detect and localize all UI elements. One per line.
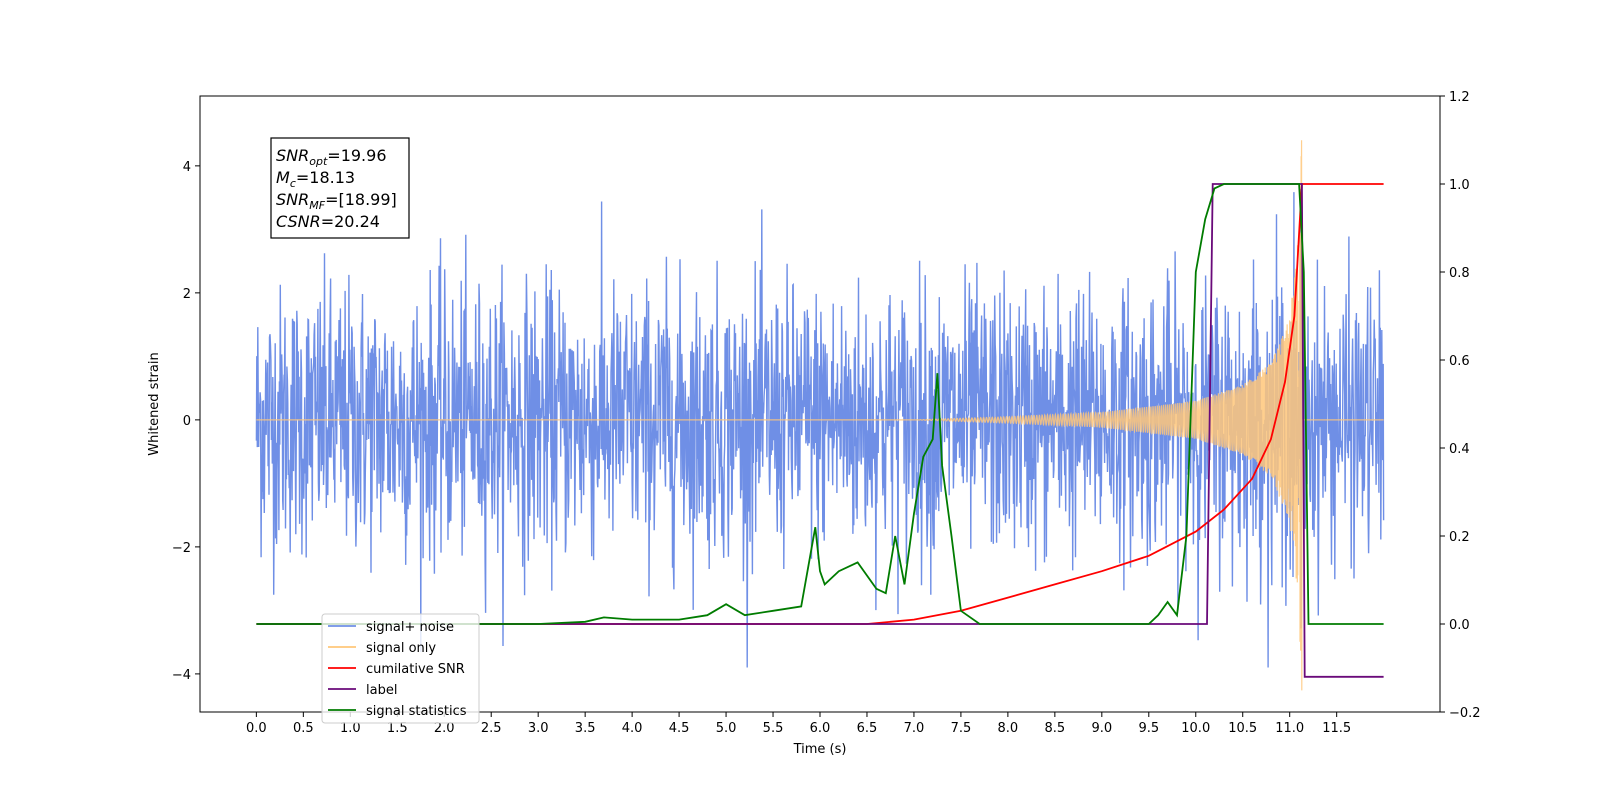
x-tick-label: 8.5 [1045, 721, 1066, 736]
x-tick-label: 6.5 [857, 721, 878, 736]
y-right-tick-label: 0.2 [1449, 530, 1470, 545]
x-tick-label: 5.0 [716, 721, 737, 736]
x-tick-label: 3.5 [575, 721, 596, 736]
legend: signal+ noise signal only cumilative SNR la… [321, 613, 480, 724]
plot-layer [255, 140, 1385, 691]
x-tick-label: 3.0 [528, 721, 549, 736]
x-tick-label: 1.0 [340, 721, 361, 736]
x-tick-label: 9.0 [1091, 721, 1112, 736]
legend-label: signal statistics [366, 704, 467, 719]
y-axis-label-left: Whitened strain [147, 352, 162, 455]
y-left-tick-label: 0 [183, 414, 191, 429]
x-tick-label: 1.5 [387, 721, 408, 736]
annotation-value: =[18.99] [325, 190, 397, 209]
annotation-value: =18.13 [296, 168, 355, 187]
x-tick-label: 2.0 [434, 721, 455, 736]
x-tick-label: 11.5 [1322, 721, 1351, 736]
annotation-subscript: opt [309, 155, 328, 168]
x-tick-label: 5.5 [763, 721, 784, 736]
x-tick-label: 7.5 [951, 721, 972, 736]
annotation-frame [270, 137, 410, 239]
x-tick-label: 0.5 [293, 721, 314, 736]
series-cumilative-snr-line [256, 183, 1384, 625]
legend-label: signal+ noise [366, 620, 454, 635]
y-left-tick-label: 4 [183, 160, 191, 175]
x-tick-label: 0.0 [246, 721, 267, 736]
y-left-tick-label: −4 [172, 668, 191, 683]
y-right-tick-label: 1.0 [1449, 178, 1470, 193]
series-signal-statistics-line [256, 183, 1384, 625]
x-tick-label: 2.5 [481, 721, 502, 736]
legend-label: signal only [366, 641, 436, 656]
x-tick-label: 11.0 [1275, 721, 1304, 736]
series-signal-only-line [256, 140, 1384, 691]
annotation-symbol: M [276, 168, 290, 187]
x-tick-label: 6.0 [810, 721, 831, 736]
annotation-box: SNRopt=19.96Mc=18.13SNRMF=[18.99]CSNR=20… [270, 137, 410, 239]
annotation-line: SNRMF=[18.99] [276, 190, 397, 212]
x-tick-label: 10.5 [1228, 721, 1257, 736]
annotation-subscript: c [290, 177, 296, 190]
y-right-tick-label: 0.8 [1449, 266, 1470, 281]
y-right-tick-label: 0.4 [1449, 442, 1470, 457]
x-tick-label: 4.5 [669, 721, 690, 736]
x-tick-label: 9.5 [1138, 721, 1159, 736]
annotation-line: Mc=18.13 [276, 168, 355, 190]
series-group [255, 140, 1385, 691]
legend-frame [321, 613, 480, 724]
annotation-value: =20.24 [321, 212, 380, 231]
ticks-layer: 0.0 0.5 1.0 1.5 2.0 2.5 3.0 3.5 4.0 4.5 5.0 5.5 6.0 6… [172, 90, 1481, 736]
annotation-symbol: SNR [276, 190, 309, 209]
y-right-tick-label: −0.2 [1449, 706, 1481, 721]
x-tick-label: 7.0 [904, 721, 925, 736]
y-right-tick-label: 0.0 [1449, 618, 1470, 633]
y-right-tick-label: 0.6 [1449, 354, 1470, 369]
legend-label: label [366, 683, 397, 698]
annotation-line: SNRopt=19.96 [276, 146, 387, 168]
y-right-tick-label: 1.2 [1449, 90, 1470, 105]
annotation-line: CSNR=20.24 [276, 212, 380, 231]
y-left-tick-label: 2 [183, 287, 191, 302]
annotation-symbol: SNR [276, 146, 309, 165]
annotation-symbol: CSNR [276, 212, 321, 231]
legend-label: cumilative SNR [366, 662, 465, 677]
annotation-subscript: MF [309, 199, 325, 212]
x-tick-label: 4.0 [622, 721, 643, 736]
x-axis-label: Time (s) [793, 742, 847, 757]
series-signal-noise-line [255, 189, 1385, 668]
x-tick-label: 10.0 [1181, 721, 1210, 736]
x-tick-label: 8.0 [998, 721, 1019, 736]
annotation-value: =19.96 [327, 146, 386, 165]
y-left-tick-label: −2 [172, 541, 191, 556]
